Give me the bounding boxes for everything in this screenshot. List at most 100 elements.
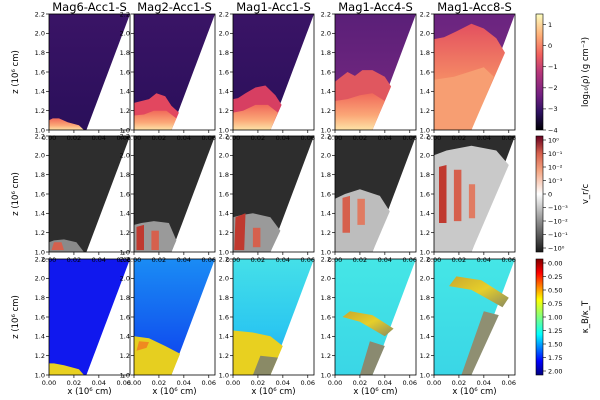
y-tick-label-r2-c5-2: 1.4 xyxy=(420,210,430,218)
y-tick-label-r2-c2-2: 1.4 xyxy=(120,210,130,218)
y-tick-label-r3-c2-5: 2.0 xyxy=(120,275,130,283)
x-tick-label-r2-c1-1: 0.02 xyxy=(67,256,81,264)
colorbar-3-label: κ_B/κ_T xyxy=(581,300,591,333)
x-tick-label-r2-c5-2: 0.04 xyxy=(477,256,491,264)
y-tick-label-r1-c1-0: 1.0 xyxy=(35,126,45,134)
colorbar-2-tick-label-2: 10⁻² xyxy=(548,163,563,171)
y-axis-label-row-2: z (10⁶ cm) xyxy=(11,172,21,216)
colorbar-1-tick-label-2: −2 xyxy=(548,84,558,92)
x-tick-label-r2-c3-1: 0.02 xyxy=(251,256,265,264)
x-tick-label-r2-c3-3: 0.06 xyxy=(301,256,315,264)
y-tick-label-r3-c2-1: 1.2 xyxy=(120,352,130,360)
y-tick-label-r3-c4-3: 1.6 xyxy=(321,313,331,321)
x-tick-label-r3-c3-0: 0.00 xyxy=(226,379,240,387)
kappa-panel-3-grey-shadow xyxy=(252,355,278,375)
y-tick-label-r2-c4-4: 1.8 xyxy=(321,171,331,179)
velocity-panel-3-red-plume-a xyxy=(234,213,246,251)
kappa-panel-1-yellow-layer xyxy=(49,363,84,375)
colorbar-3-tick-label-2: 0.50 xyxy=(548,286,562,294)
y-tick-label-r1-c2-6: 2.2 xyxy=(120,10,130,18)
y-tick-label-r3-c4-4: 1.8 xyxy=(321,294,331,302)
y-tick-label-r1-c1-6: 2.2 xyxy=(35,10,45,18)
y-tick-label-r3-c2-0: 1.0 xyxy=(120,371,130,379)
y-tick-label-r1-c2-2: 1.4 xyxy=(120,88,130,96)
density-panel-4-hot-layer xyxy=(335,93,385,130)
y-tick-label-r2-c3-3: 1.6 xyxy=(219,190,229,198)
y-tick-label-r3-c4-2: 1.4 xyxy=(321,333,331,341)
x-axis-label-col-3: x (10⁶ cm) xyxy=(251,387,295,397)
x-tick-label-r3-c4-1: 0.02 xyxy=(353,379,367,387)
density-panel-5-core xyxy=(434,67,494,130)
y-tick-label-r3-c1-0: 1.0 xyxy=(35,371,45,379)
colorbar-3-tick-label-3: 0.75 xyxy=(548,300,562,308)
y-tick-label-r1-c4-0: 1.0 xyxy=(321,126,331,134)
y-tick-label-r2-c4-5: 2.0 xyxy=(321,152,331,160)
x-tick-label-r2-c5-1: 0.02 xyxy=(452,256,466,264)
y-tick-label-r3-c3-2: 1.4 xyxy=(219,333,229,341)
y-tick-label-r1-c3-0: 1.0 xyxy=(219,126,229,134)
y-tick-label-r1-c4-4: 1.8 xyxy=(321,49,331,57)
x-tick-label-r2-c1-3: 0.06 xyxy=(117,256,131,264)
y-tick-label-r2-c4-0: 1.0 xyxy=(321,248,331,256)
y-tick-label-r2-c2-5: 2.0 xyxy=(120,152,130,160)
x-axis-label-col-4: x (10⁶ cm) xyxy=(353,387,397,397)
x-tick-label-r3-c2-0: 0.00 xyxy=(127,379,141,387)
x-tick-label-r1-c5-1: 0.02 xyxy=(452,134,466,142)
velocity-panel-5-red-plume-b xyxy=(453,169,462,222)
y-tick-label-r3-c3-1: 1.2 xyxy=(219,352,229,360)
x-tick-label-r2-c4-2: 0.04 xyxy=(378,256,392,264)
y-tick-label-r3-c5-1: 1.2 xyxy=(420,352,430,360)
y-tick-label-r3-c4-6: 2.2 xyxy=(321,255,331,263)
colorbar-1-tick-label-5: 1 xyxy=(548,21,552,29)
column-title-4: Mag1-Acc4-S xyxy=(338,0,413,14)
figure-layer: Mag6-Acc1-S Mag2-Acc1-S Mag1-Acc1-S Mag1-Ac… xyxy=(11,0,591,397)
x-axis-label-col-5: x (10⁶ cm) xyxy=(452,387,496,397)
density-panel-3-hot-layer xyxy=(233,104,278,130)
x-tick-label-r2-c2-2: 0.04 xyxy=(177,256,191,264)
colorbar-3-tick-label-4: 1.00 xyxy=(548,313,562,321)
x-tick-label-r2-c4-1: 0.02 xyxy=(353,256,367,264)
x-tick-label-r3-c3-3: 0.06 xyxy=(301,379,315,387)
colorbar-2-tick-label-5: −10⁻³ xyxy=(548,204,568,212)
x-tick-label-r3-c1-1: 0.02 xyxy=(67,379,81,387)
x-tick-label-r1-c3-2: 0.04 xyxy=(276,134,290,142)
column-title-5: Mag1-Acc8-S xyxy=(437,0,512,14)
y-tick-label-r1-c2-4: 1.8 xyxy=(120,49,130,57)
kappa-panel-5-background xyxy=(434,259,515,375)
y-tick-label-r2-c1-5: 2.0 xyxy=(35,152,45,160)
y-tick-label-r2-c4-6: 2.2 xyxy=(321,132,331,140)
y-tick-label-r1-c4-3: 1.6 xyxy=(321,68,331,76)
x-tick-label-r3-c4-0: 0.00 xyxy=(328,379,342,387)
x-tick-label-r3-c5-3: 0.06 xyxy=(502,379,516,387)
y-tick-label-r2-c5-5: 2.0 xyxy=(420,152,430,160)
kappa-panel-1-background xyxy=(49,259,130,375)
y-tick-label-r1-c4-2: 1.4 xyxy=(321,88,331,96)
x-tick-label-r3-c1-3: 0.06 xyxy=(117,379,131,387)
x-tick-label-r1-c2-1: 0.02 xyxy=(152,134,166,142)
x-axis-label-col-1: x (10⁶ cm) xyxy=(67,387,111,397)
y-tick-label-r3-c1-4: 1.8 xyxy=(35,294,45,302)
y-tick-label-r2-c2-3: 1.6 xyxy=(120,190,130,198)
y-tick-label-r1-c2-5: 2.0 xyxy=(120,30,130,38)
x-tick-label-r3-c1-0: 0.00 xyxy=(42,379,56,387)
density-panel-2-hot-layer xyxy=(134,110,177,130)
x-tick-label-r3-c2-3: 0.06 xyxy=(202,379,216,387)
x-axis-label-col-2: x (10⁶ cm) xyxy=(152,387,196,397)
x-tick-label-r3-c3-1: 0.02 xyxy=(251,379,265,387)
colorbar-2-tick-label-7: −10⁻¹ xyxy=(548,231,568,239)
y-tick-label-r2-c3-2: 1.4 xyxy=(219,210,229,218)
y-tick-label-r3-c5-2: 1.4 xyxy=(420,333,430,341)
y-tick-label-r1-c3-6: 2.2 xyxy=(219,10,229,18)
x-tick-label-r1-c2-3: 0.06 xyxy=(202,134,216,142)
y-tick-label-r2-c2-6: 2.2 xyxy=(120,132,130,140)
colorbar-1-tick-label-4: 0 xyxy=(548,42,552,50)
colorbar-2-tick-label-1: 10⁻¹ xyxy=(548,150,563,158)
y-tick-label-r3-c5-4: 1.8 xyxy=(420,294,430,302)
y-tick-label-r1-c5-5: 2.0 xyxy=(420,30,430,38)
y-tick-label-r2-c1-3: 1.6 xyxy=(35,190,45,198)
x-tick-label-r2-c2-1: 0.02 xyxy=(152,256,166,264)
y-tick-label-r3-c4-1: 1.2 xyxy=(321,352,331,360)
colorbar-2-tick-label-3: 10⁻³ xyxy=(548,177,563,185)
y-tick-label-r1-c2-0: 1.0 xyxy=(120,126,130,134)
